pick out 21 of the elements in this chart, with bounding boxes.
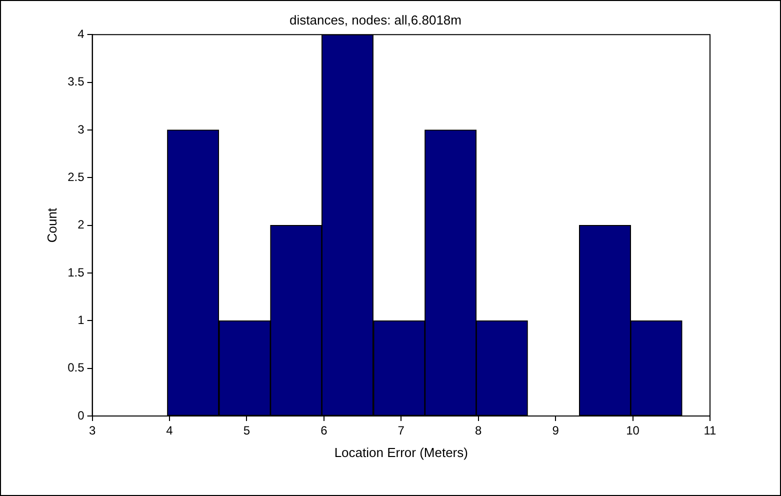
y-tick-label: 4	[78, 26, 85, 41]
y-tick-label: 1.5	[68, 265, 85, 280]
x-tick-label: 5	[243, 424, 250, 438]
y-tick-label: 1	[78, 312, 85, 327]
y-tick-label: 0	[78, 408, 85, 422]
x-axis-title: Location Error (Meters)	[334, 444, 468, 460]
x-tick-label: 8	[475, 424, 482, 438]
x-tick-label: 4	[166, 424, 174, 438]
x-tick-label: 10	[626, 424, 640, 438]
y-tick-label: 2	[78, 218, 85, 232]
x-tick-label: 7	[398, 424, 405, 438]
y-tick-label: 3.5	[68, 74, 85, 89]
x-tick-label: 11	[704, 424, 717, 438]
x-tick-label: 3	[88, 424, 96, 438]
y-tick-label: 2.5	[68, 170, 85, 184]
x-tick-label: 9	[552, 424, 560, 438]
y-axis-title: Count	[44, 208, 60, 243]
y-tick-label: 3	[78, 122, 85, 136]
x-tick-label: 6	[320, 424, 328, 438]
chart-title: distances, nodes: all,6.8018m	[290, 12, 462, 28]
y-tick-label: 0.5	[68, 360, 85, 375]
